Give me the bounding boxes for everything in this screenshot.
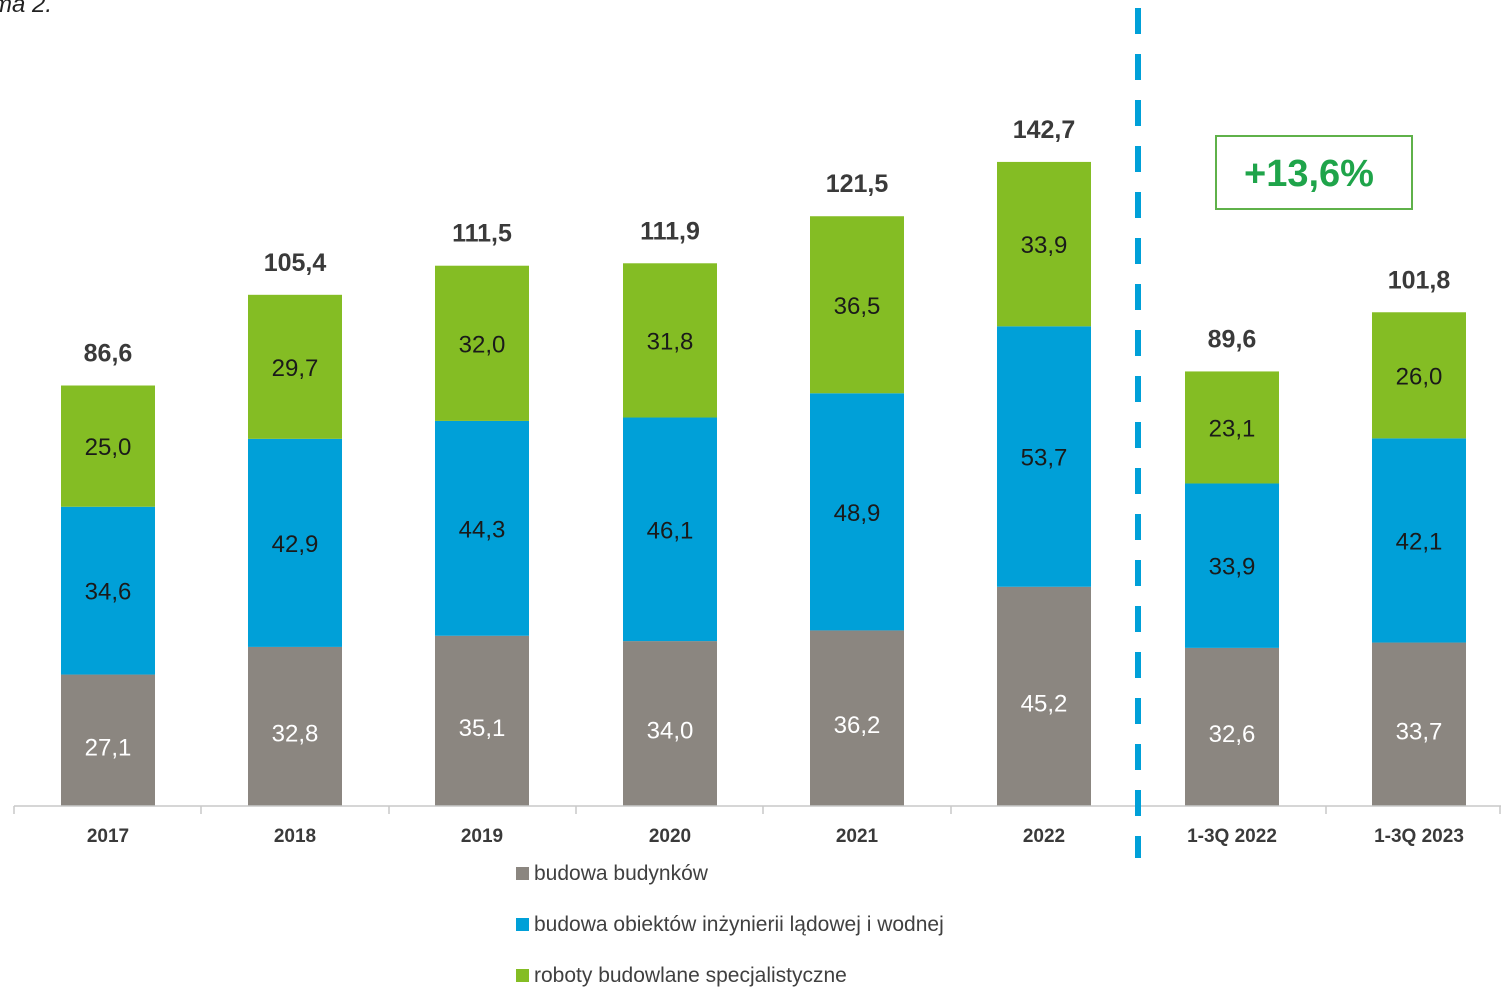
legend-swatch (516, 867, 529, 880)
segment-value-label: 23,1 (1209, 415, 1256, 442)
total-value-label: 142,7 (1013, 116, 1076, 144)
bar-segment (997, 161, 1091, 327)
segment-value-label: 44,3 (459, 516, 506, 543)
total-value-label: 111,9 (640, 217, 700, 245)
bar-segment (810, 216, 904, 394)
category-tick-label: 2019 (461, 826, 503, 847)
category-tick-label: 2017 (87, 826, 129, 847)
bar-segment (997, 586, 1091, 806)
bar-segment (435, 420, 529, 636)
total-value-label: 105,4 (264, 249, 327, 277)
bar-segment (1185, 371, 1279, 484)
legend-label: budowa budynków (534, 862, 709, 885)
segment-value-label: 32,8 (272, 720, 319, 747)
segment-value-label: 42,9 (272, 531, 319, 558)
bar-segment (1372, 438, 1466, 643)
legend: budowa budynków budowa obiektów inżynieri… (516, 862, 944, 987)
bars-layer: 27,1 34,6 25,0 86,6 32,8 42,9 29,7 105,4 35,1 44,… (61, 116, 1466, 806)
total-value-label: 111,5 (452, 220, 512, 248)
bar-segment (248, 646, 342, 806)
segment-value-label: 48,9 (834, 500, 881, 527)
bar-segment (623, 417, 717, 642)
bar-segment (1185, 483, 1279, 648)
segment-value-label: 33,7 (1396, 718, 1443, 745)
category-tick-label: 1-3Q 2022 (1187, 826, 1277, 847)
bar-segment (1185, 647, 1279, 806)
legend-swatch (516, 969, 529, 982)
bar-segment (1372, 312, 1466, 439)
legend-label: roboty budowlane specjalistyczne (534, 964, 847, 987)
segment-value-label: 26,0 (1396, 363, 1443, 390)
bar-segment (61, 385, 155, 507)
bar-segment (623, 263, 717, 418)
segment-value-label: 34,6 (85, 579, 132, 606)
bar-segment (435, 265, 529, 421)
segment-value-label: 35,1 (459, 715, 506, 742)
segment-value-label: 32,0 (459, 331, 506, 358)
legend-swatch (516, 918, 529, 931)
segment-value-label: 27,1 (85, 734, 132, 761)
growth-annotation-text: +13,6% (1244, 153, 1374, 195)
segment-value-label: 46,1 (647, 517, 694, 544)
bar-segment (435, 635, 529, 806)
total-value-label: 86,6 (84, 340, 133, 368)
category-tick-label: 2021 (836, 826, 879, 847)
corner-text: ma 2. (0, 0, 52, 18)
category-tick-label: 2020 (649, 826, 691, 847)
legend-label: budowa obiektów inżynierii lądowej i wod… (534, 913, 944, 936)
bar-segment (61, 506, 155, 675)
bar-segment (248, 438, 342, 647)
total-value-label: 121,5 (826, 170, 889, 198)
bar-segment (810, 393, 904, 631)
segment-value-label: 33,9 (1021, 232, 1068, 259)
segment-value-label: 42,1 (1396, 528, 1443, 555)
segment-value-label: 29,7 (272, 355, 319, 382)
segment-value-label: 34,0 (647, 718, 694, 745)
category-tick-label: 2018 (274, 826, 316, 847)
segment-value-label: 36,2 (834, 712, 881, 739)
bar-segment (810, 630, 904, 806)
total-value-label: 101,8 (1388, 266, 1451, 294)
category-tick-label: 1-3Q 2023 (1374, 826, 1464, 847)
bar-segment (997, 326, 1091, 587)
category-tick-label: 2022 (1023, 826, 1065, 847)
segment-value-label: 36,5 (834, 293, 881, 320)
segment-value-label: 53,7 (1021, 445, 1068, 472)
bar-segment (1372, 642, 1466, 806)
segment-value-label: 45,2 (1021, 690, 1068, 717)
growth-annotation-box (1215, 135, 1413, 210)
bar-segment (61, 674, 155, 806)
segment-value-label: 33,9 (1209, 554, 1256, 581)
segment-value-label: 25,0 (85, 434, 132, 461)
bar-segment (623, 641, 717, 806)
bar-segment (248, 294, 342, 439)
segment-value-label: 32,6 (1209, 721, 1256, 748)
total-value-label: 89,6 (1208, 325, 1257, 353)
growth-annotation: +13,6% (1215, 135, 1413, 210)
x-axis: 2017 2018 2019 2020 2021 2022 1-3Q 2022 1-3Q 20… (13, 805, 1501, 847)
segment-value-label: 31,8 (647, 328, 694, 355)
